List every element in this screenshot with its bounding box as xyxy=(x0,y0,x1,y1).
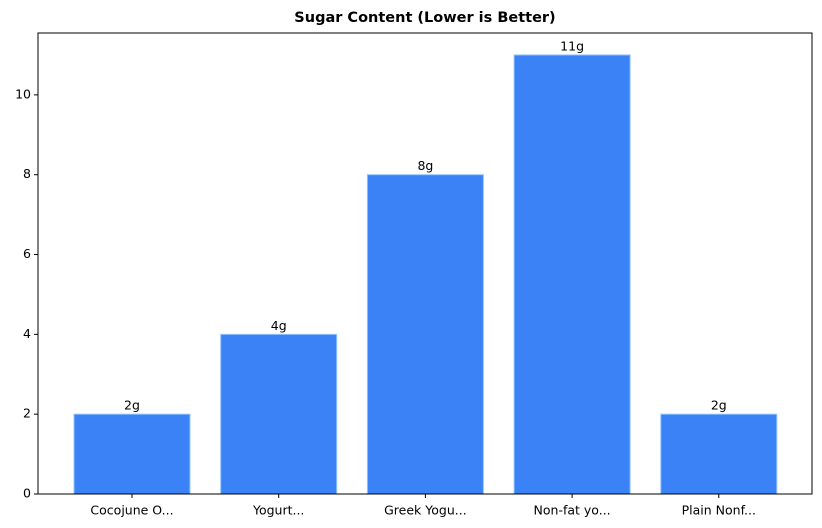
value-label: 11g xyxy=(560,38,584,53)
bar xyxy=(513,54,631,495)
bar xyxy=(660,413,778,495)
y-tick-label: 4 xyxy=(23,326,31,341)
value-label: 2g xyxy=(124,398,140,413)
bar xyxy=(220,333,338,495)
x-tick-label: Cocojune O... xyxy=(90,503,173,518)
bar xyxy=(366,174,484,495)
x-tick-label: Yogurt... xyxy=(252,503,304,518)
y-tick-label: 6 xyxy=(23,246,31,261)
x-tick-label: Plain Nonf... xyxy=(682,503,756,518)
value-label: 2g xyxy=(711,398,727,413)
bar xyxy=(73,413,191,495)
y-tick-label: 0 xyxy=(23,486,31,501)
chart-title: Sugar Content (Lower is Better) xyxy=(294,10,555,26)
x-tick-label: Greek Yogu... xyxy=(384,503,467,518)
y-tick-label: 2 xyxy=(23,406,31,421)
value-label: 8g xyxy=(417,158,433,173)
value-label: 4g xyxy=(271,318,287,333)
y-tick-label: 10 xyxy=(15,86,31,101)
x-tick-label: Non-fat yo... xyxy=(534,503,611,518)
y-tick-label: 8 xyxy=(23,166,31,181)
plot-frame xyxy=(37,32,813,495)
